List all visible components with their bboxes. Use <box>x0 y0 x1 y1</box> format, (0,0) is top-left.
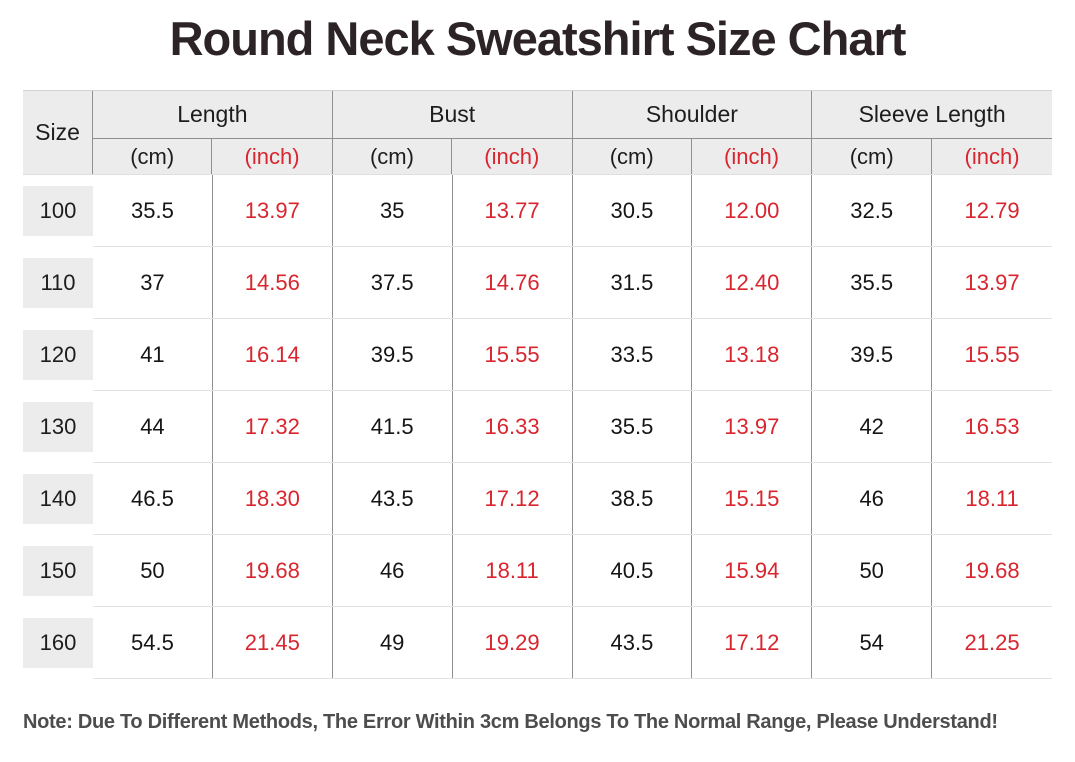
group-units: (cm) (inch) <box>93 139 332 174</box>
column-group-shoulder: Shoulder (cm) (inch) <box>572 91 813 174</box>
shoulder-inch-cell: 17.12 <box>692 607 813 679</box>
bust-inch-cell: 16.33 <box>453 391 573 463</box>
page-title: Round Neck Sweatshirt Size Chart <box>169 12 907 65</box>
bust-cm-cell: 41.5 <box>333 391 453 463</box>
shoulder-inch-cell: 13.97 <box>692 391 813 463</box>
shoulder-cm-cell: 40.5 <box>573 535 693 607</box>
length-cm-cell: 50 <box>93 535 213 607</box>
size-chart-table: Size Length (cm) (inch) Bust (cm) (inch)… <box>23 90 1052 679</box>
bust-cm-cell: 43.5 <box>333 463 453 535</box>
bust-cm-cell: 39.5 <box>333 319 453 391</box>
table-row: 150 50 19.68 46 18.11 40.5 15.94 50 19.6… <box>23 535 1052 607</box>
unit-cm-label: (cm) <box>812 139 933 174</box>
size-cell: 120 <box>23 330 93 380</box>
sleeve-cm-cell: 39.5 <box>812 319 933 391</box>
unit-cm-label: (cm) <box>333 139 453 174</box>
size-cell: 110 <box>23 258 93 308</box>
unit-inch-label: (inch) <box>484 143 540 169</box>
length-cm-cell: 41 <box>93 319 213 391</box>
length-inch-cell: 16.14 <box>213 319 333 391</box>
shoulder-cm-cell: 38.5 <box>573 463 693 535</box>
length-cm-cell: 35.5 <box>93 175 213 247</box>
sleeve-cm-cell: 35.5 <box>812 247 933 319</box>
group-label: Sleeve Length <box>812 91 1052 139</box>
shoulder-cm-cell: 43.5 <box>573 607 693 679</box>
table-row: 120 41 16.14 39.5 15.55 33.5 13.18 39.5 … <box>23 319 1052 391</box>
bust-inch-cell: 13.77 <box>453 175 573 247</box>
table-row: 140 46.5 18.30 43.5 17.12 38.5 15.15 46 … <box>23 463 1052 535</box>
length-cm-cell: 46.5 <box>93 463 213 535</box>
length-inch-cell: 13.97 <box>213 175 333 247</box>
shoulder-cm-cell: 30.5 <box>573 175 693 247</box>
unit-cm-label: (cm) <box>573 139 692 174</box>
table-row: 130 44 17.32 41.5 16.33 35.5 13.97 42 16… <box>23 391 1052 463</box>
column-group-length: Length (cm) (inch) <box>93 91 333 174</box>
length-inch-cell: 19.68 <box>213 535 333 607</box>
shoulder-inch-cell: 15.15 <box>692 463 813 535</box>
group-units: (cm) (inch) <box>812 139 1052 174</box>
length-cm-cell: 44 <box>93 391 213 463</box>
sleeve-inch-cell: 19.68 <box>964 558 1020 583</box>
shoulder-inch-cell: 12.40 <box>692 247 813 319</box>
column-group-sleeve-length: Sleeve Length (cm) (inch) <box>812 91 1052 174</box>
sleeve-inch-cell: 21.25 <box>964 630 1020 655</box>
bust-cm-cell: 35 <box>333 175 453 247</box>
sleeve-inch-cell: 16.53 <box>964 414 1020 439</box>
group-label: Shoulder <box>572 91 812 139</box>
group-units: (cm) (inch) <box>333 139 572 174</box>
size-cell: 140 <box>23 474 93 524</box>
size-cell: 160 <box>23 618 93 668</box>
group-units: (cm) (inch) <box>573 139 812 174</box>
length-cm-cell: 37 <box>93 247 213 319</box>
size-cell: 150 <box>23 546 93 596</box>
shoulder-cm-cell: 31.5 <box>573 247 693 319</box>
bust-cm-cell: 49 <box>333 607 453 679</box>
table-row: 160 54.5 21.45 49 19.29 43.5 17.12 54 21… <box>23 607 1052 679</box>
shoulder-cm-cell: 35.5 <box>573 391 693 463</box>
bust-inch-cell: 17.12 <box>453 463 573 535</box>
unit-inch-label: (inch) <box>964 143 1020 169</box>
unit-cm-label: (cm) <box>93 139 213 174</box>
table-header: Size Length (cm) (inch) Bust (cm) (inch)… <box>23 90 1052 175</box>
bust-cm-cell: 46 <box>333 535 453 607</box>
bust-inch-cell: 14.76 <box>453 247 573 319</box>
sleeve-cm-cell: 42 <box>812 391 933 463</box>
column-group-bust: Bust (cm) (inch) <box>332 91 573 174</box>
length-inch-cell: 17.32 <box>213 391 333 463</box>
length-inch-cell: 14.56 <box>213 247 333 319</box>
bust-inch-cell: 15.55 <box>453 319 573 391</box>
bust-cm-cell: 37.5 <box>333 247 453 319</box>
group-label: Length <box>93 91 332 139</box>
sleeve-inch-cell: 15.55 <box>964 342 1020 367</box>
note-text: Note: Due To Different Methods, The Erro… <box>23 711 998 733</box>
sleeve-inch-cell: 12.79 <box>964 198 1020 223</box>
sleeve-inch-cell: 18.11 <box>965 486 1019 511</box>
size-cell: 100 <box>23 186 93 236</box>
unit-inch-label: (inch) <box>724 143 780 169</box>
sleeve-cm-cell: 32.5 <box>812 175 933 247</box>
shoulder-inch-cell: 13.18 <box>692 319 813 391</box>
length-inch-cell: 21.45 <box>213 607 333 679</box>
shoulder-inch-cell: 12.00 <box>692 175 813 247</box>
length-cm-cell: 54.5 <box>93 607 213 679</box>
length-inch-cell: 18.30 <box>213 463 333 535</box>
sleeve-cm-cell: 54 <box>812 607 933 679</box>
table-row: 110 37 14.56 37.5 14.76 31.5 12.40 35.5 … <box>23 247 1052 319</box>
unit-inch-label: (inch) <box>244 143 300 169</box>
shoulder-cm-cell: 33.5 <box>573 319 693 391</box>
shoulder-inch-cell: 15.94 <box>692 535 813 607</box>
bust-inch-cell: 18.11 <box>453 535 573 607</box>
size-cell: 130 <box>23 402 93 452</box>
bust-inch-cell: 19.29 <box>453 607 573 679</box>
group-label: Bust <box>332 91 572 139</box>
sleeve-inch-cell: 13.97 <box>964 270 1020 295</box>
sleeve-cm-cell: 46 <box>812 463 933 535</box>
table-row: 100 35.5 13.97 35 13.77 30.5 12.00 32.5 … <box>23 175 1052 247</box>
size-column-header: Size <box>23 91 93 174</box>
sleeve-cm-cell: 50 <box>812 535 933 607</box>
